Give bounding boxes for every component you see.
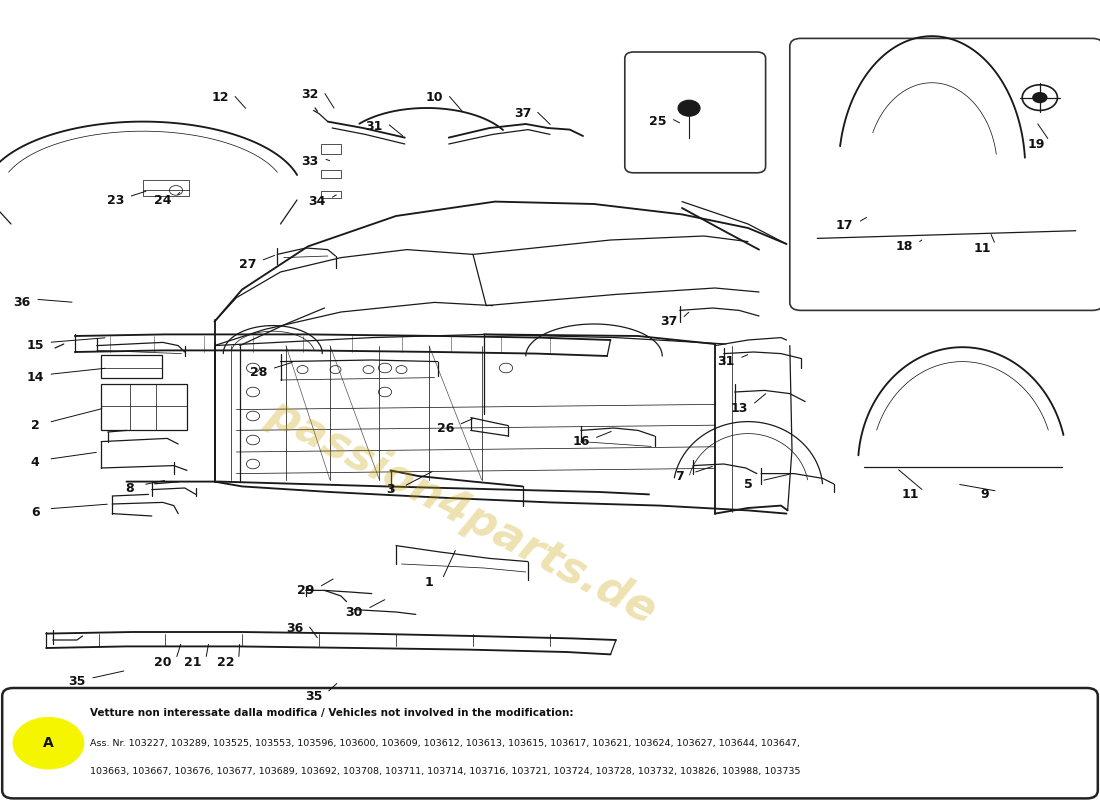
Text: 5: 5 (744, 478, 752, 490)
FancyArrowPatch shape (315, 108, 318, 111)
Text: 23: 23 (107, 194, 124, 206)
Bar (143, 180, 189, 196)
Text: 24: 24 (154, 194, 172, 206)
Circle shape (1032, 92, 1047, 103)
Text: 22: 22 (217, 656, 234, 669)
Text: 1: 1 (425, 576, 433, 589)
FancyArrowPatch shape (155, 482, 178, 484)
Text: 7: 7 (675, 470, 684, 482)
Circle shape (13, 718, 84, 769)
Bar (321, 191, 341, 198)
Text: 3: 3 (386, 483, 395, 496)
Text: 35: 35 (305, 690, 322, 702)
Text: 10: 10 (426, 91, 443, 104)
Text: 27: 27 (239, 258, 256, 270)
Text: Vetture non interessate dalla modifica / Vehicles not involved in the modificati: Vetture non interessate dalla modifica /… (90, 708, 574, 718)
Bar (101, 355, 162, 378)
Text: 31: 31 (717, 355, 735, 368)
Text: 9: 9 (980, 488, 989, 501)
Text: 11: 11 (974, 242, 991, 254)
Text: A: A (43, 736, 54, 750)
Text: 36: 36 (13, 296, 31, 309)
Text: 103663, 103667, 103676, 103677, 103689, 103692, 103708, 103711, 103714, 103716, : 103663, 103667, 103676, 103677, 103689, … (90, 767, 801, 776)
Text: Ass. Nr. 103227, 103289, 103525, 103553, 103596, 103600, 103609, 103612, 103613,: Ass. Nr. 103227, 103289, 103525, 103553,… (90, 738, 800, 748)
Text: 30: 30 (345, 606, 363, 618)
Text: 21: 21 (184, 656, 201, 669)
Text: 4: 4 (31, 456, 40, 469)
Text: 20: 20 (154, 656, 172, 669)
Text: 8: 8 (125, 482, 134, 494)
Bar (321, 170, 341, 178)
Text: 16: 16 (572, 435, 590, 448)
Text: 28: 28 (250, 366, 267, 378)
Text: 26: 26 (437, 422, 454, 434)
FancyBboxPatch shape (790, 38, 1100, 310)
FancyBboxPatch shape (625, 52, 766, 173)
Text: 15: 15 (26, 339, 44, 352)
Text: 2: 2 (31, 419, 40, 432)
Text: 25: 25 (649, 115, 667, 128)
Text: 35: 35 (68, 675, 86, 688)
Text: 14: 14 (26, 371, 44, 384)
FancyBboxPatch shape (2, 688, 1098, 798)
Text: passion4parts.de: passion4parts.de (261, 391, 663, 633)
Text: 37: 37 (514, 107, 531, 120)
Text: 17: 17 (836, 219, 854, 232)
Text: 6: 6 (31, 506, 40, 518)
Text: 36: 36 (286, 622, 304, 634)
Text: 34: 34 (308, 195, 326, 208)
Text: 11: 11 (902, 488, 920, 501)
Text: 12: 12 (211, 91, 229, 104)
Bar (321, 144, 341, 154)
Text: 32: 32 (301, 88, 319, 101)
Text: 33: 33 (301, 155, 319, 168)
Circle shape (678, 100, 700, 116)
Text: 19: 19 (1027, 138, 1045, 150)
Text: 31: 31 (365, 120, 383, 133)
Text: 37: 37 (660, 315, 678, 328)
Bar (101, 384, 187, 430)
Text: 13: 13 (730, 402, 748, 414)
Text: 29: 29 (297, 584, 315, 597)
Text: 18: 18 (895, 240, 913, 253)
